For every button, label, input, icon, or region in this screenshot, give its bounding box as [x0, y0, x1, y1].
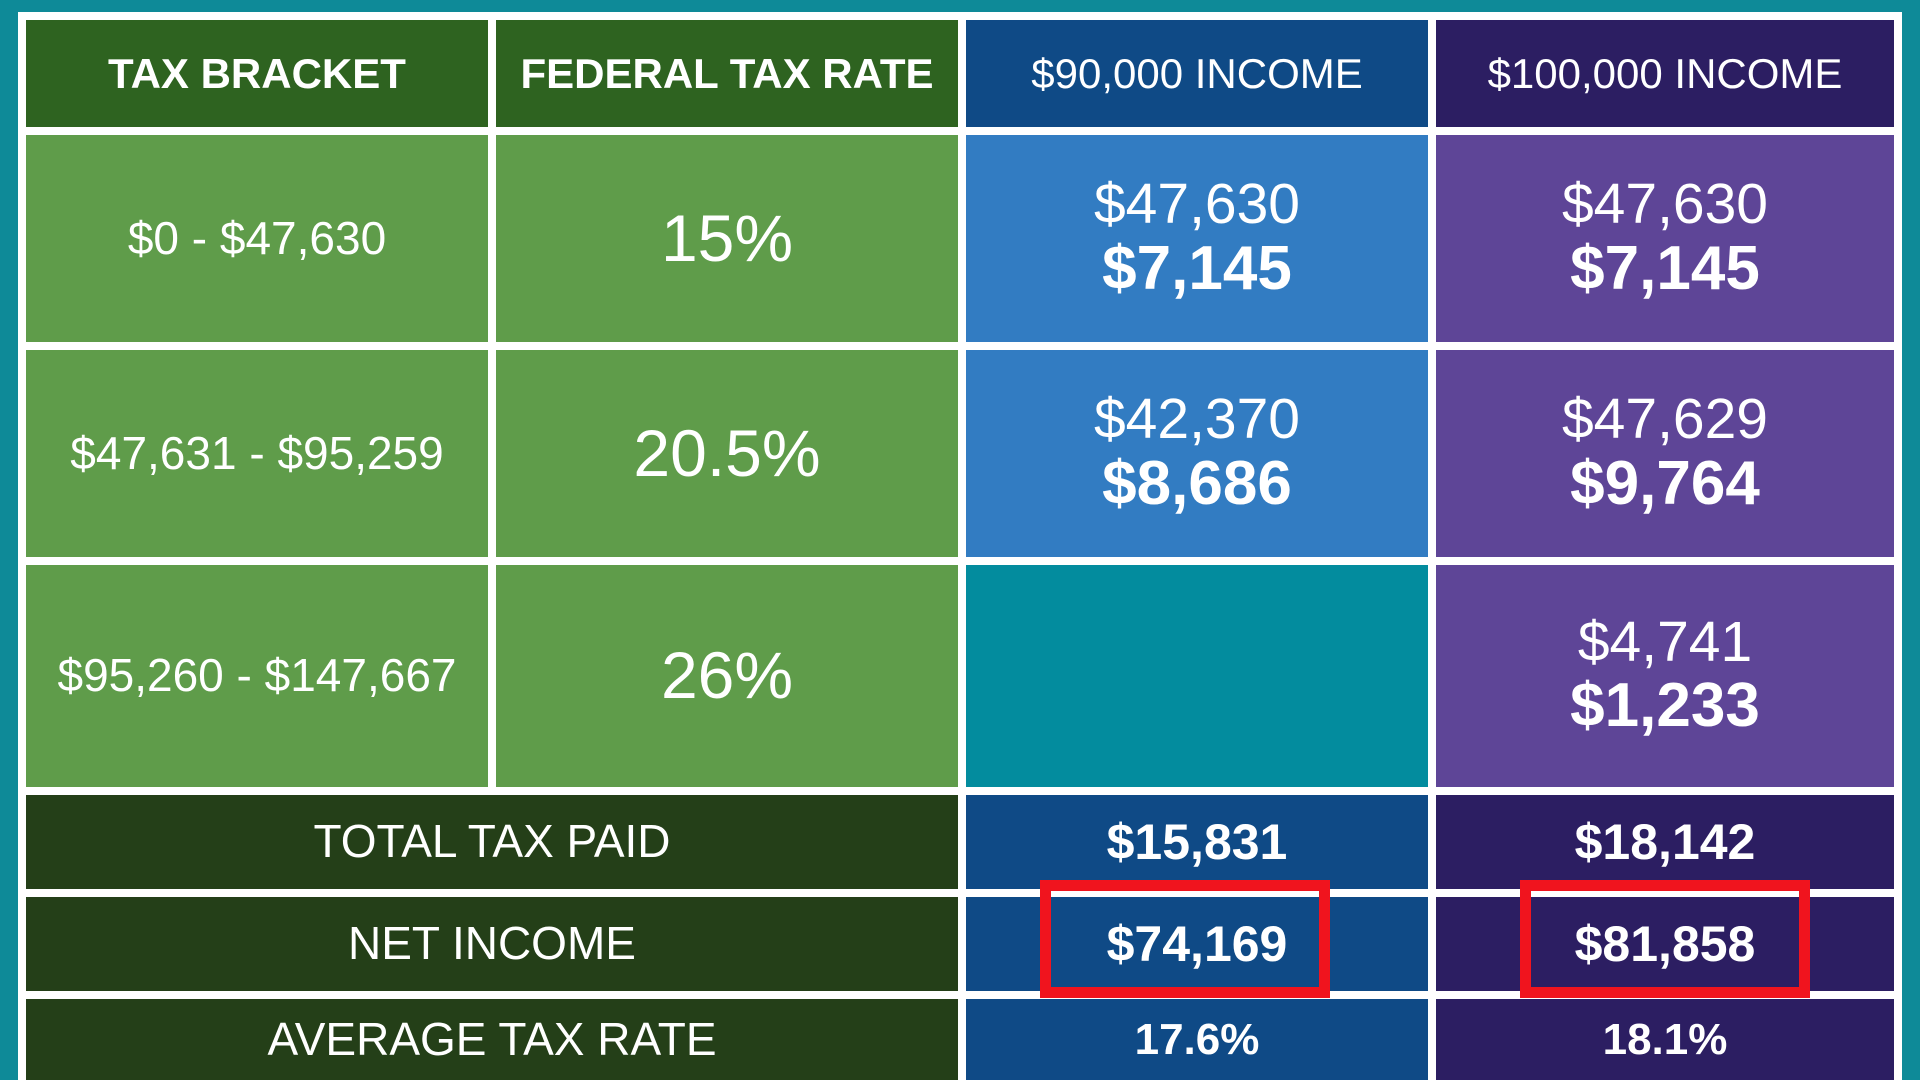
rate-cell-2: 20.5%: [496, 350, 958, 557]
taxable-amount: $47,630: [1561, 172, 1769, 237]
income-b-cell-2: $47,629 $9,764: [1436, 350, 1894, 557]
taxable-amount: $42,370: [1093, 387, 1301, 452]
income-a-cell-1: $47,630 $7,145: [966, 135, 1428, 342]
header-federal-tax-rate: FEDERAL TAX RATE: [496, 20, 958, 127]
total-tax-label: TOTAL TAX PAID: [26, 795, 958, 889]
taxable-amount: $47,630: [1093, 172, 1301, 237]
income-b-cell-1: $47,630 $7,145: [1436, 135, 1894, 342]
bracket-cell-1: $0 - $47,630: [26, 135, 488, 342]
average-tax-rate-b: 18.1%: [1436, 999, 1894, 1080]
average-tax-rate-a: 17.6%: [966, 999, 1428, 1080]
tax-amount: $8,686: [1102, 448, 1292, 518]
header-tax-bracket: TAX BRACKET: [26, 20, 488, 127]
rate-cell-1: 15%: [496, 135, 958, 342]
income-b-cell-3: $4,741 $1,233: [1436, 565, 1894, 787]
taxable-amount: $47,629: [1561, 387, 1769, 452]
net-income-b-highlight: [1520, 880, 1810, 998]
average-tax-rate-label: AVERAGE TAX RATE: [26, 999, 958, 1080]
header-income-100000: $100,000 INCOME: [1436, 20, 1894, 127]
income-a-cell-2: $42,370 $8,686: [966, 350, 1428, 557]
tax-amount: $7,145: [1102, 233, 1292, 303]
rate-cell-3: 26%: [496, 565, 958, 787]
tax-comparison-table: TAX BRACKET FEDERAL TAX RATE $90,000 INC…: [18, 12, 1902, 1080]
net-income-b: $81,858: [1436, 897, 1894, 991]
net-income-label: NET INCOME: [26, 897, 958, 991]
total-tax-b: $18,142: [1436, 795, 1894, 889]
bracket-cell-2: $47,631 - $95,259: [26, 350, 488, 557]
tax-amount: $9,764: [1570, 448, 1760, 518]
header-income-90000: $90,000 INCOME: [966, 20, 1428, 127]
bracket-cell-3: $95,260 - $147,667: [26, 565, 488, 787]
net-income-a-highlight: [1040, 880, 1330, 998]
tax-amount: $1,233: [1570, 671, 1760, 741]
taxable-amount: $4,741: [1577, 609, 1753, 674]
income-a-cell-3-empty: [966, 565, 1428, 787]
total-tax-a: $15,831: [966, 795, 1428, 889]
tax-amount: $7,145: [1570, 233, 1760, 303]
